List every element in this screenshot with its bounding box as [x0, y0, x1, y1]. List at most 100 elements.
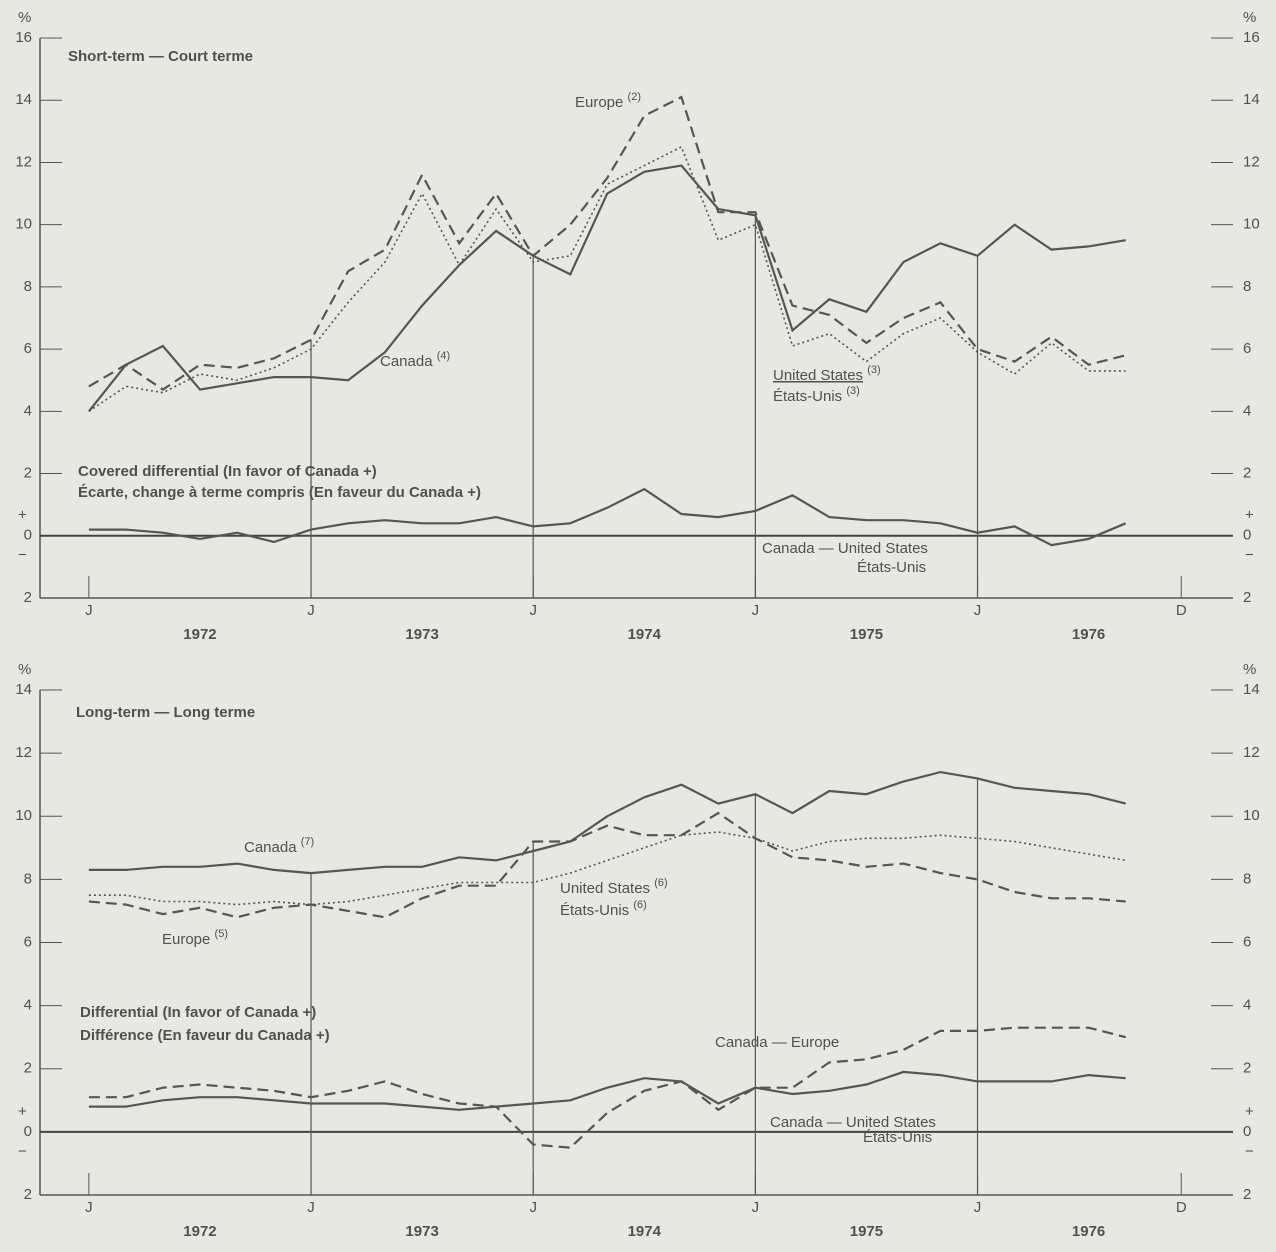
- series-name: Canada — United States: [762, 540, 928, 557]
- y-tick-label: 12: [15, 153, 32, 170]
- x-year-label: 1974: [628, 1223, 662, 1240]
- y-tick-label: 6: [24, 340, 32, 357]
- y-tick-label: 2: [1243, 465, 1251, 482]
- y-tick-label: 8: [1243, 870, 1251, 887]
- y-tick-label: 2: [24, 1060, 32, 1077]
- series-line: [88, 145, 1126, 412]
- y-tick-label: 16: [1243, 29, 1260, 46]
- x-tick-label: J: [974, 602, 982, 619]
- series-name: Canada — United States: [770, 1114, 936, 1131]
- chart-title: Short-term — Court terme: [68, 48, 253, 65]
- series-line: [88, 1070, 1126, 1111]
- differential-title: Différence (En faveur du Canada +): [80, 1027, 330, 1044]
- y-unit: %: [1243, 661, 1256, 678]
- y-tick-label: 14: [1243, 681, 1260, 698]
- series-name: Canada: [380, 353, 433, 370]
- y-tick-label: 4: [24, 997, 32, 1014]
- y-tick-label: 14: [15, 91, 32, 108]
- series-name: United States: [773, 367, 863, 384]
- series-line: [88, 95, 1126, 391]
- x-tick-label: J: [85, 602, 93, 619]
- x-year-label: 1974: [628, 626, 662, 643]
- y-tick-label: 8: [1243, 278, 1251, 295]
- y-unit: %: [1243, 9, 1256, 26]
- series-line: [88, 1026, 1126, 1149]
- y-tick-label: 14: [1243, 91, 1260, 108]
- x-tick-label: J: [974, 1199, 982, 1216]
- y-tick-label: 4: [24, 402, 32, 419]
- y-tick-label: 0: [1243, 1123, 1251, 1140]
- y-tick-label: 10: [1243, 807, 1260, 824]
- x-tick-label: J: [307, 1199, 315, 1216]
- series-label: États-Unis: [863, 1129, 932, 1146]
- y-tick-label: 2: [24, 1186, 32, 1203]
- x-tick-label: J: [307, 602, 315, 619]
- series-name: Canada — Europe: [715, 1034, 839, 1051]
- y-tick-label: 2: [1243, 589, 1251, 606]
- series-name: États-Unis: [560, 902, 629, 919]
- series-name: United States: [560, 880, 650, 897]
- series-label: Canada (4): [380, 350, 450, 370]
- series-note: (7): [301, 836, 314, 848]
- series-note: (3): [867, 364, 880, 376]
- y-tick-label: 2: [24, 465, 32, 482]
- x-tick-label: J: [752, 1199, 760, 1216]
- y-unit: %: [18, 9, 31, 26]
- x-year-label: 1976: [1072, 1223, 1105, 1240]
- series-label: United States (6): [560, 877, 668, 897]
- y-tick-label: 6: [24, 933, 32, 950]
- y-tick-label: 4: [1243, 997, 1251, 1014]
- y-tick-label: 4: [1243, 402, 1251, 419]
- y-tick-label: 10: [15, 216, 32, 233]
- series-line: [88, 770, 1126, 875]
- x-year-label: 1972: [183, 626, 216, 643]
- x-year-label: 1976: [1072, 626, 1105, 643]
- y-tick-label: 14: [15, 681, 32, 698]
- x-tick-label: J: [85, 1199, 93, 1216]
- x-year-label: 1972: [183, 1223, 216, 1240]
- sign-label: +: [1245, 1103, 1254, 1120]
- y-tick-label: 12: [1243, 744, 1260, 761]
- sign-label: −: [18, 547, 27, 564]
- differential-title: Écarte, change à terme compris (En faveu…: [78, 484, 481, 501]
- series-label: Canada — United States: [762, 540, 928, 557]
- y-tick-label: 6: [1243, 933, 1251, 950]
- y-tick-label: 16: [15, 29, 32, 46]
- series-note: (5): [215, 928, 228, 940]
- series-note: (3): [846, 385, 859, 397]
- series-name: Europe: [575, 94, 623, 111]
- series-line: [88, 811, 1126, 919]
- series-note: (6): [654, 877, 667, 889]
- x-year-label: 1975: [850, 1223, 883, 1240]
- series-label: États-Unis (3): [773, 385, 860, 405]
- series-name: Europe: [162, 931, 210, 948]
- chart-title: Long-term — Long terme: [76, 704, 255, 721]
- series-label: Canada — Europe: [715, 1034, 839, 1051]
- y-tick-label: 2: [1243, 1186, 1251, 1203]
- x-tick-label: D: [1176, 602, 1187, 619]
- y-tick-label: 0: [24, 1123, 32, 1140]
- sign-label: +: [18, 1103, 27, 1120]
- y-tick-label: 0: [24, 527, 32, 544]
- x-tick-label: J: [752, 602, 760, 619]
- x-year-label: 1973: [405, 626, 438, 643]
- x-tick-label: J: [529, 602, 537, 619]
- series-note: (6): [633, 899, 646, 911]
- x-tick-label: D: [1176, 1199, 1187, 1216]
- series-note: (2): [628, 91, 641, 103]
- series-line: [88, 164, 1126, 412]
- y-tick-label: 0: [1243, 527, 1251, 544]
- y-tick-label: 8: [24, 278, 32, 295]
- series-name: États-Unis: [863, 1129, 932, 1146]
- series-label: Europe (5): [162, 928, 228, 948]
- sign-label: +: [1245, 507, 1254, 524]
- series-line: [88, 487, 1127, 547]
- sign-label: −: [1245, 547, 1254, 564]
- y-unit: %: [18, 661, 31, 678]
- series-label: United States (3): [773, 364, 881, 384]
- x-tick-label: J: [529, 1199, 537, 1216]
- x-year-label: 1973: [405, 1223, 438, 1240]
- series-label: Canada — United States: [770, 1114, 936, 1131]
- series-name: États-Unis: [773, 388, 842, 405]
